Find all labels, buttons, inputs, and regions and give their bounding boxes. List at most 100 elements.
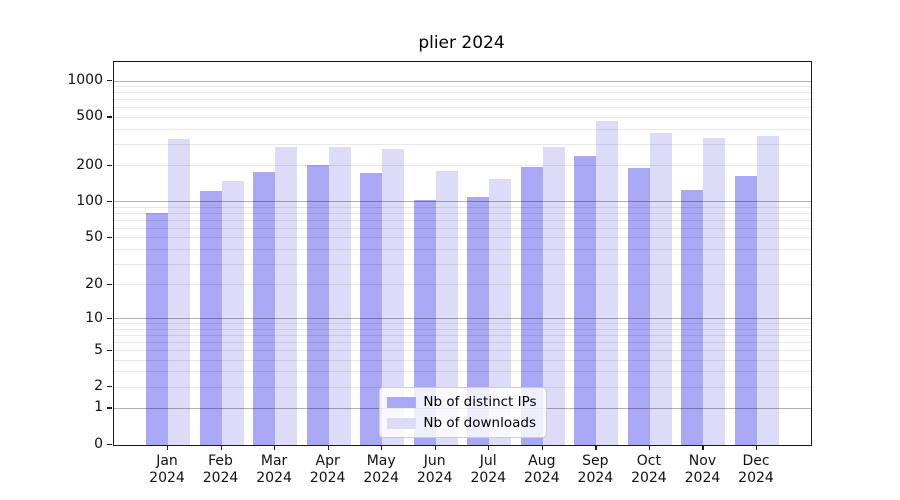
gridline xyxy=(114,143,811,145)
bar-downloads xyxy=(542,147,565,445)
gridline xyxy=(114,359,811,361)
y-tick-mark xyxy=(107,317,112,319)
x-tick-mark xyxy=(220,445,222,450)
x-tick-label: Jul 2024 xyxy=(470,453,507,486)
y-tick-mark xyxy=(107,236,112,239)
bar-downloads xyxy=(757,136,779,445)
y-tick-label: 2 xyxy=(94,378,103,395)
chart-title: plier 2024 xyxy=(418,33,505,53)
y-tick-label: 20 xyxy=(85,275,103,292)
y-tick-label: 500 xyxy=(76,108,103,125)
gridline xyxy=(114,323,811,325)
gridline xyxy=(114,165,811,167)
bar-distinct-ips xyxy=(627,168,650,445)
gridline xyxy=(114,328,811,330)
bar-downloads xyxy=(649,132,672,445)
x-tick-label: Dec 2024 xyxy=(738,453,774,486)
gridline xyxy=(114,318,811,320)
y-tick-label: 50 xyxy=(85,228,103,245)
bar-distinct-ips xyxy=(146,212,168,445)
x-tick-mark xyxy=(488,445,490,450)
y-tick-label: 1 xyxy=(94,399,103,416)
x-tick-mark xyxy=(702,445,704,450)
gridline xyxy=(114,350,811,352)
bar-distinct-ips xyxy=(253,172,276,445)
bar-distinct-ips xyxy=(306,165,329,445)
bar-downloads xyxy=(328,147,351,445)
x-tick-label: Mar 2024 xyxy=(256,453,292,486)
y-tick-mark xyxy=(107,444,112,446)
y-tick-mark xyxy=(107,200,112,203)
y-tick-mark xyxy=(107,164,112,166)
legend-label-distinct-ips: Nb of distinct IPs xyxy=(423,394,537,410)
gridline xyxy=(114,341,811,343)
gridline xyxy=(114,212,811,214)
bar-distinct-ips xyxy=(360,173,383,445)
x-tick-mark xyxy=(434,445,436,450)
bar-downloads xyxy=(703,137,726,445)
y-tick-label: 100 xyxy=(76,192,103,209)
legend: Nb of distinct IPs Nb of downloads xyxy=(378,387,547,438)
bar-distinct-ips xyxy=(199,191,222,445)
y-tick-mark xyxy=(107,116,112,118)
bar-distinct-ips xyxy=(467,196,490,445)
x-tick-label: Jan 2024 xyxy=(149,453,185,486)
x-tick-mark xyxy=(327,445,329,450)
gridline xyxy=(114,248,811,250)
x-tick-label: Jun 2024 xyxy=(416,453,453,486)
x-tick-label: May 2024 xyxy=(363,453,399,486)
gridline xyxy=(114,80,811,82)
legend-swatch-downloads xyxy=(386,417,416,429)
y-tick-mark xyxy=(107,407,112,409)
gridline xyxy=(114,237,811,239)
legend-label-downloads: Nb of downloads xyxy=(423,415,536,431)
y-tick-mark xyxy=(107,349,112,351)
x-tick-label: Nov 2024 xyxy=(684,453,721,486)
legend-item-distinct-ips: Nb of distinct IPs xyxy=(386,394,537,410)
bar-distinct-ips xyxy=(681,190,704,445)
x-tick-label: Oct 2024 xyxy=(631,453,667,486)
bar-downloads xyxy=(168,139,190,445)
gridline xyxy=(114,371,811,373)
legend-item-downloads: Nb of downloads xyxy=(386,415,536,431)
bar-downloads xyxy=(489,178,512,445)
gridline xyxy=(114,99,811,101)
x-tick-mark xyxy=(167,445,169,450)
gridline xyxy=(114,201,811,203)
y-tick-label: 5 xyxy=(94,341,103,358)
bar-downloads xyxy=(382,149,405,445)
gridline xyxy=(114,92,811,94)
x-tick-mark xyxy=(756,445,758,450)
x-tick-mark xyxy=(274,445,276,450)
x-tick-mark xyxy=(381,445,383,450)
x-tick-label: Sep 2024 xyxy=(577,453,614,486)
y-tick-label: 10 xyxy=(85,309,103,326)
bar-downloads xyxy=(596,120,619,445)
bar-downloads xyxy=(435,171,458,445)
plot-area: Nb of distinct IPs Nb of downloads xyxy=(113,61,812,446)
gridline xyxy=(114,128,811,130)
y-tick-label: 200 xyxy=(76,156,103,173)
gridlines-layer xyxy=(114,62,811,445)
bar-distinct-ips xyxy=(413,199,436,445)
bar-downloads xyxy=(275,147,298,445)
gridline xyxy=(114,219,811,221)
bar-distinct-ips xyxy=(735,176,757,445)
y-tick-mark xyxy=(107,283,112,285)
gridline xyxy=(114,284,811,286)
bar-distinct-ips xyxy=(520,166,543,445)
gridline xyxy=(114,263,811,265)
bar-downloads xyxy=(221,181,244,445)
x-tick-label: Feb 2024 xyxy=(202,453,239,486)
x-tick-label: Aug 2024 xyxy=(523,453,560,486)
bars-layer xyxy=(114,62,811,445)
legend-swatch-distinct-ips xyxy=(386,396,416,408)
y-tick-label: 0 xyxy=(94,436,103,452)
gridline xyxy=(114,334,811,336)
x-tick-mark xyxy=(595,445,597,450)
y-tick-label: 1000 xyxy=(67,72,103,88)
x-tick-label: Apr 2024 xyxy=(309,453,346,486)
bar-distinct-ips xyxy=(574,155,597,445)
y-tick-mark xyxy=(107,80,112,82)
